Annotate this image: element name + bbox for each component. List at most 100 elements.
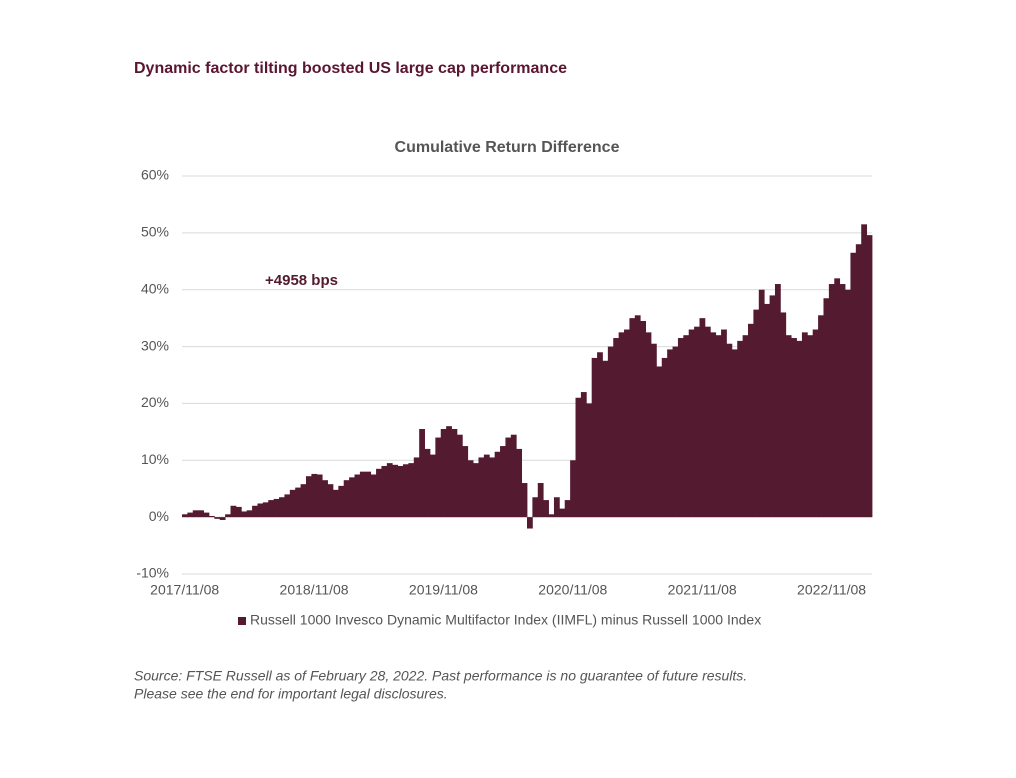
bar xyxy=(392,464,399,518)
bar xyxy=(446,426,452,518)
bar xyxy=(510,434,517,518)
bar xyxy=(532,497,539,518)
bar xyxy=(467,460,474,518)
bar xyxy=(235,506,242,518)
bar xyxy=(462,446,469,518)
bar xyxy=(715,335,722,518)
bar xyxy=(305,476,312,518)
bar xyxy=(575,397,582,518)
bar xyxy=(338,485,345,518)
y-tick-label: 0% xyxy=(149,508,169,524)
bar xyxy=(861,224,868,518)
bar xyxy=(688,329,695,518)
bar xyxy=(564,500,571,518)
bar xyxy=(419,429,425,518)
bar xyxy=(273,498,280,518)
bar xyxy=(823,298,830,518)
bar xyxy=(629,318,636,518)
bar xyxy=(726,343,733,518)
bar xyxy=(505,437,512,518)
y-tick-label: 30% xyxy=(141,337,169,353)
bar xyxy=(451,429,458,518)
y-tick-label: 40% xyxy=(141,280,169,296)
bar xyxy=(764,303,770,518)
bar xyxy=(650,343,657,518)
bar xyxy=(349,477,355,518)
bar xyxy=(677,338,684,518)
x-tick-label: 2019/11/08 xyxy=(409,582,478,598)
bar xyxy=(710,332,717,518)
bar xyxy=(570,460,576,518)
bar xyxy=(855,244,862,518)
bar xyxy=(818,315,824,518)
bar xyxy=(613,338,620,518)
bar xyxy=(225,514,231,518)
bar xyxy=(500,446,506,518)
bar xyxy=(796,340,803,518)
bar xyxy=(672,346,679,518)
bar xyxy=(203,512,210,518)
bar xyxy=(381,465,388,518)
bar xyxy=(683,335,690,518)
bar xyxy=(521,483,528,518)
bar xyxy=(478,457,485,518)
bar xyxy=(607,346,614,518)
bar xyxy=(483,454,490,518)
bar xyxy=(295,487,301,518)
bar xyxy=(656,366,663,518)
annotation: +4958 bps xyxy=(265,272,338,289)
y-tick-label: 50% xyxy=(141,224,169,240)
bar xyxy=(359,471,366,518)
bar xyxy=(748,323,754,518)
chart-title: Cumulative Return Difference xyxy=(395,139,620,156)
bar xyxy=(489,457,496,518)
bar xyxy=(246,510,253,518)
bar xyxy=(559,508,566,518)
bar xyxy=(640,320,646,518)
bar xyxy=(300,484,307,518)
bar xyxy=(252,505,258,518)
bar xyxy=(208,516,215,518)
bar xyxy=(618,332,625,518)
page-title: Dynamic factor tilting boosted US large … xyxy=(134,60,567,77)
bar xyxy=(182,514,188,518)
bar xyxy=(866,235,873,518)
bar xyxy=(408,463,415,518)
bar xyxy=(597,352,603,518)
bar xyxy=(645,332,652,518)
bar xyxy=(268,500,275,518)
source-note: Please see the end for important legal d… xyxy=(134,686,448,702)
bar xyxy=(834,278,841,518)
bar xyxy=(527,517,533,529)
bar xyxy=(316,474,323,518)
source-note: Source: FTSE Russell as of February 28, … xyxy=(134,668,747,684)
bar xyxy=(624,329,630,518)
bar xyxy=(780,312,787,518)
bar xyxy=(580,392,587,518)
bar xyxy=(198,510,204,518)
bar xyxy=(322,480,328,518)
x-tick-label: 2018/11/08 xyxy=(280,582,349,598)
bar xyxy=(769,295,776,518)
bar xyxy=(241,511,248,518)
bar xyxy=(774,284,781,518)
bar xyxy=(257,503,264,518)
bar xyxy=(435,437,442,518)
bar xyxy=(311,473,318,518)
legend-swatch xyxy=(238,617,246,625)
x-tick-label: 2017/11/08 xyxy=(150,582,219,598)
bar xyxy=(429,454,436,518)
bar xyxy=(424,448,431,518)
x-tick-label: 2022/11/08 xyxy=(797,582,866,598)
bar xyxy=(812,329,819,518)
bar xyxy=(699,318,706,518)
x-tick-label: 2020/11/08 xyxy=(538,582,607,598)
bar xyxy=(839,284,846,518)
bar xyxy=(192,510,199,518)
bar xyxy=(376,468,382,518)
bar xyxy=(704,326,711,518)
bar xyxy=(791,338,797,518)
bar xyxy=(332,489,339,518)
bar xyxy=(403,464,409,518)
bar xyxy=(230,505,237,518)
